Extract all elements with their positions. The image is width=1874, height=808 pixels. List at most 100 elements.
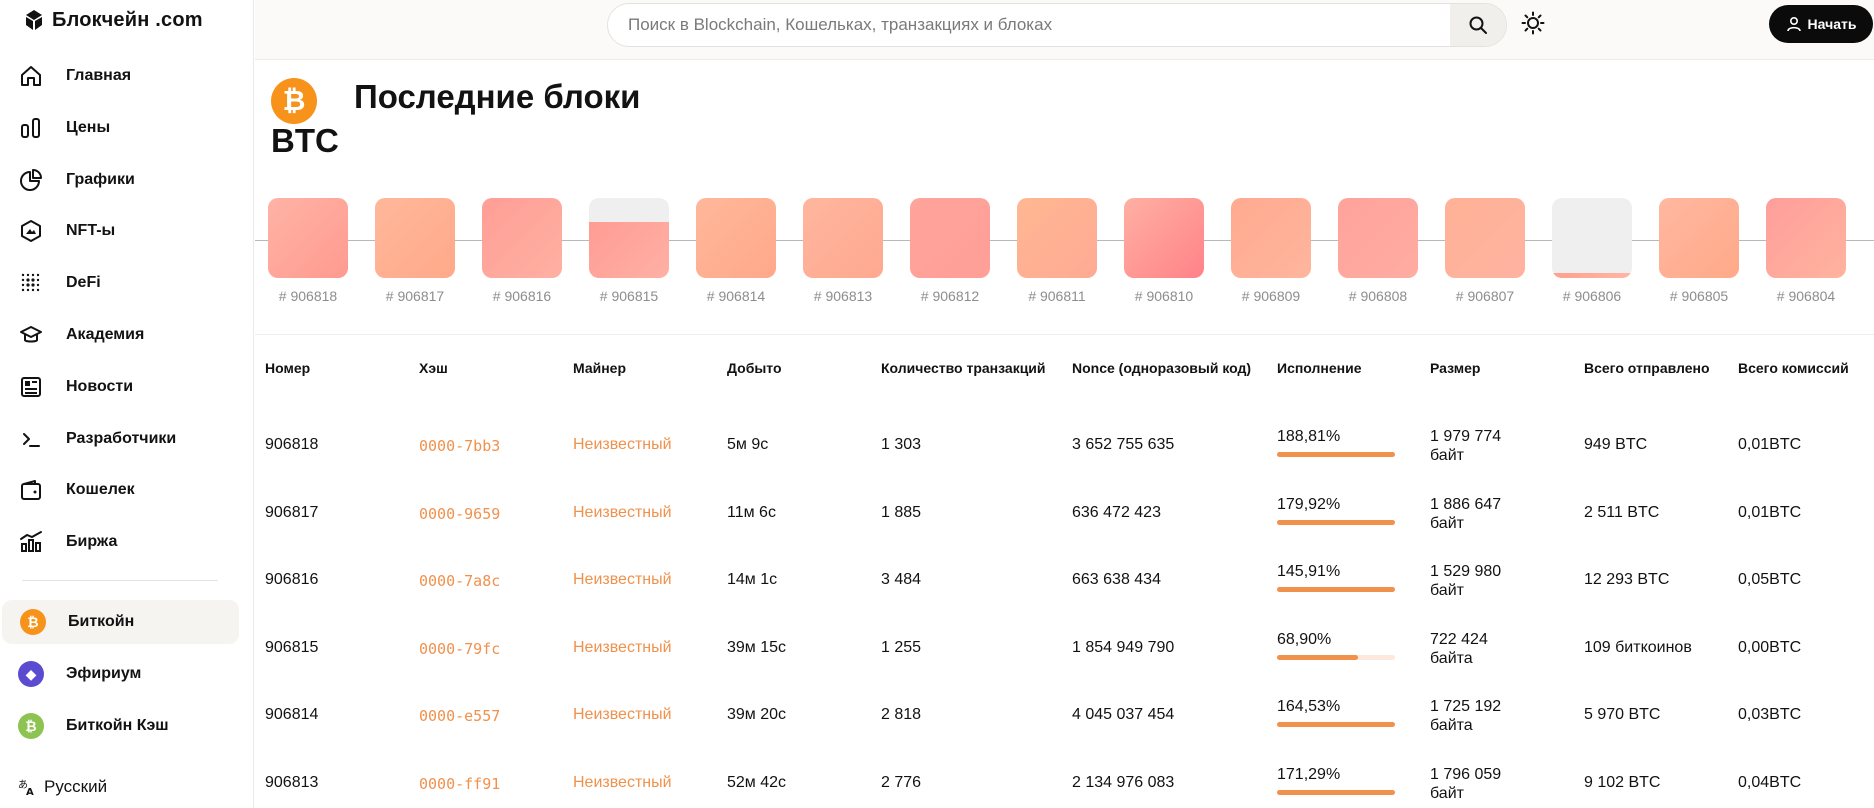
block-number[interactable]: 906813 xyxy=(265,774,319,791)
block-hash-link[interactable]: 0000-7bb3 xyxy=(419,437,501,455)
block-tile-number[interactable]: # 906816 xyxy=(492,288,552,304)
sidebar-item-label: DeFi xyxy=(66,274,101,292)
performance-bar-fill xyxy=(1277,587,1395,593)
block-tile[interactable] xyxy=(1552,198,1632,278)
miner-link[interactable]: Неизвестный xyxy=(573,571,672,589)
block-tile-number[interactable]: # 906807 xyxy=(1455,288,1515,304)
language-selector[interactable]: あ A Русский xyxy=(18,777,107,797)
block-tile[interactable] xyxy=(1659,198,1739,278)
block-tile[interactable] xyxy=(1017,198,1097,278)
sidebar-item-academy[interactable]: Академия xyxy=(0,313,237,357)
bitcoin-icon: ₿ xyxy=(20,609,46,635)
block-tile-number[interactable]: # 906817 xyxy=(385,288,445,304)
block-tile[interactable] xyxy=(1445,198,1525,278)
sidebar-coin-bitcoin-cash[interactable]: ₿ Биткойн Кэш xyxy=(0,704,237,748)
block-tile-number[interactable]: # 906804 xyxy=(1776,288,1836,304)
block-number[interactable]: 906817 xyxy=(265,503,319,521)
block-tile-number[interactable]: # 906808 xyxy=(1348,288,1408,304)
tx-count: 1 303 xyxy=(881,436,922,453)
block-tile[interactable] xyxy=(589,198,669,278)
total-sent: 949 BTC xyxy=(1584,436,1648,453)
sidebar-coin-ethereum[interactable]: ◆ Эфириум xyxy=(0,652,237,696)
block-tile-fill xyxy=(375,198,455,278)
block-tile-fill xyxy=(1231,198,1311,278)
mined-time: 39м 15с xyxy=(727,638,787,656)
block-tile[interactable] xyxy=(1766,198,1846,278)
block-tile-number[interactable]: # 906810 xyxy=(1134,288,1194,304)
block-tile-number[interactable]: # 906814 xyxy=(706,288,766,304)
block-tile-number[interactable]: # 906805 xyxy=(1669,288,1729,304)
column-header: Всего отправлено xyxy=(1584,360,1710,376)
block-number[interactable]: 906815 xyxy=(265,638,319,656)
block-number[interactable]: 906814 xyxy=(265,706,319,724)
total-sent: 5 970 BTC xyxy=(1584,706,1661,724)
block-hash-link[interactable]: 0000-e557 xyxy=(419,707,501,726)
wallet-icon xyxy=(18,477,44,503)
sidebar-item-prices[interactable]: Цены xyxy=(0,106,237,150)
block-size: 1 886 647 байт xyxy=(1430,495,1502,532)
block-tile-number[interactable]: # 906818 xyxy=(278,288,338,304)
performance-bar xyxy=(1277,722,1395,728)
sidebar-item-wallet[interactable]: Кошелек xyxy=(0,468,237,512)
sidebar-coin-bitcoin[interactable]: ₿ Биткойн xyxy=(2,600,239,644)
nonce: 3 652 755 635 xyxy=(1072,436,1175,453)
block-tile-fill xyxy=(1338,198,1418,278)
sidebar-item-label: Цены xyxy=(66,118,111,136)
block-tile[interactable] xyxy=(696,198,776,278)
search-button[interactable] xyxy=(1450,4,1506,46)
column-header: Всего комиссий xyxy=(1738,360,1849,376)
block-number[interactable]: 906818 xyxy=(265,436,319,453)
mined-time: 39м 20с xyxy=(727,706,787,724)
tx-count: 2 818 xyxy=(881,706,922,724)
block-hash-link[interactable]: 0000-7a8c xyxy=(419,572,501,591)
miner-link[interactable]: Неизвестный xyxy=(573,774,672,791)
block-tile-number[interactable]: # 906815 xyxy=(599,288,659,304)
block-tile[interactable] xyxy=(803,198,883,278)
block-hash-link[interactable]: 0000-9659 xyxy=(419,504,501,523)
block-tile-number[interactable]: # 906812 xyxy=(920,288,980,304)
block-tile[interactable] xyxy=(482,198,562,278)
block-tile[interactable] xyxy=(910,198,990,278)
prices-icon xyxy=(18,115,44,141)
miner-link[interactable]: Неизвестный xyxy=(573,706,672,724)
block-tile-number[interactable]: # 906813 xyxy=(813,288,873,304)
terminal-icon xyxy=(18,426,44,452)
search-input[interactable] xyxy=(608,4,1408,46)
performance-value: 171,29% xyxy=(1277,766,1341,783)
block-hash-link[interactable]: 0000-79fc xyxy=(419,639,501,658)
sidebar-item-news[interactable]: Новости xyxy=(0,365,237,409)
search-box xyxy=(607,3,1507,47)
sidebar-item-pie-chart[interactable]: Графики xyxy=(0,158,237,202)
sidebar-item-home[interactable]: Главная xyxy=(0,54,237,98)
block-tile[interactable] xyxy=(1124,198,1204,278)
block-tile-number[interactable]: # 906811 xyxy=(1028,288,1086,304)
performance-bar-fill xyxy=(1277,452,1395,457)
block-tile[interactable] xyxy=(375,198,455,278)
block-number[interactable]: 906816 xyxy=(265,571,319,589)
performance-bar xyxy=(1277,790,1395,795)
sidebar-item-label: Кошелек xyxy=(66,481,135,499)
sidebar-item-nft[interactable]: NFT-ы xyxy=(0,209,237,253)
block-tile[interactable] xyxy=(1231,198,1311,278)
column-header: Исполнение xyxy=(1277,360,1362,376)
sidebar-item-defi[interactable]: DeFi xyxy=(0,261,237,305)
block-tile[interactable] xyxy=(1338,198,1418,278)
sidebar-item-label: Разработчики xyxy=(66,429,177,447)
block-hash-link[interactable]: 0000-ff91 xyxy=(419,775,501,793)
performance-bar xyxy=(1277,654,1395,660)
miner-link[interactable]: Неизвестный xyxy=(573,638,672,656)
start-button[interactable]: Начать xyxy=(1769,5,1873,43)
section-divider xyxy=(255,334,1874,335)
column-header: Добыто xyxy=(727,360,782,376)
total-fees: 0,03BTC xyxy=(1738,706,1802,724)
home-icon xyxy=(18,63,44,89)
sidebar-item-exchange[interactable]: Биржа xyxy=(0,520,237,564)
theme-toggle-sun-icon[interactable] xyxy=(1521,11,1545,35)
miner-link[interactable]: Неизвестный xyxy=(573,503,672,521)
brand-logo[interactable]: Блокчейн .com xyxy=(22,8,203,32)
block-tile-number[interactable]: # 906809 xyxy=(1241,288,1301,304)
block-tile[interactable] xyxy=(268,198,348,278)
block-tile-number[interactable]: # 906806 xyxy=(1562,288,1622,304)
miner-link[interactable]: Неизвестный xyxy=(573,436,672,453)
sidebar-item-terminal[interactable]: Разработчики xyxy=(0,417,237,461)
